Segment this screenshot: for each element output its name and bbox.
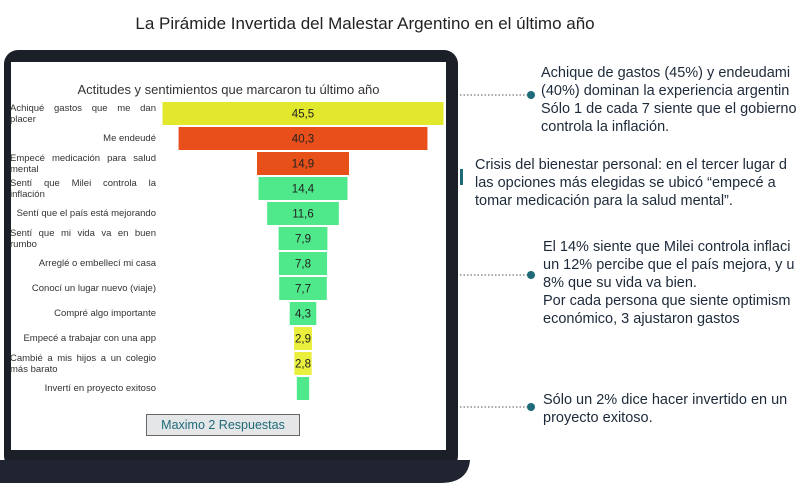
annotation-line: económico, 3 ajustaron gastos: [543, 311, 740, 327]
funnel-bar: [256, 152, 350, 175]
value-label: 45,5: [292, 109, 314, 121]
value-label: 7,8: [295, 259, 311, 271]
note-button: Maximo 2 Respuestas: [146, 414, 300, 436]
category-label: Empecé medicación para salud mental: [10, 152, 156, 175]
value-label: 7,9: [295, 234, 311, 246]
value-label: 2,9: [295, 334, 311, 346]
value-label: 7,7: [295, 284, 311, 296]
laptop-screen: [11, 62, 446, 450]
page-title: La Pirámide Invertida del Malestar Argen…: [135, 14, 595, 33]
value-label: 2,8: [295, 359, 311, 371]
annotation-line: proyecto exitoso.: [543, 410, 653, 426]
category-label: Sentí que mi vida va en buen rumbo: [10, 227, 156, 250]
funnel-bar: [279, 277, 327, 300]
annotation-line: Crisis del bienestar personal: en el ter…: [475, 157, 787, 173]
chart-title: Actitudes y sentimientos que marcaron tu…: [77, 82, 380, 97]
annotation-line: Por cada persona que siente optimism: [543, 293, 791, 309]
category-label: Me endeudé: [103, 133, 156, 144]
annotation-line: un 12% percibe que el país mejora, y u: [543, 257, 795, 273]
annotation-line: (40%) dominan la experiencia argentin: [541, 83, 790, 99]
funnel-bar: [178, 127, 428, 150]
funnel-bar: [294, 352, 312, 375]
annotation-line: 8% que su vida va bien.: [543, 275, 697, 291]
category-label: Cambié a mis hijos a un colegio más bara…: [10, 352, 156, 375]
category-label: Compré algo importante: [54, 308, 156, 319]
funnel-bar: [267, 202, 339, 225]
funnel-bar: [258, 177, 348, 200]
value-label: 14,9: [292, 159, 314, 171]
category-label: Sentí que el país está mejorando: [16, 208, 156, 219]
category-label: Conocí un lugar nuevo (viaje): [31, 283, 156, 294]
funnel-bar: [162, 102, 444, 125]
markers: [460, 91, 535, 411]
connectors: [460, 94, 527, 408]
funnel-bar: [289, 302, 317, 325]
value-label: 40,3: [292, 134, 314, 146]
annotation-line: Sólo un 2% dice hacer invertido en un: [543, 392, 788, 408]
annotation-line: Sólo 1 de cada 7 siente que el gobierno: [541, 101, 797, 117]
funnel-bar: [278, 252, 328, 275]
value-label: 14,4: [292, 184, 315, 196]
category-label: Sentí que Milei controla la inflación: [10, 177, 156, 200]
annotation-line: las opciones más elegidas se ubicó “empe…: [475, 175, 776, 191]
category-label: Achiqué gastos que me dan placer: [10, 102, 156, 125]
funnel-bar: [296, 377, 310, 400]
value-label: 4,3: [295, 309, 311, 321]
annotation-line: controla la inflación.: [541, 119, 670, 135]
annotation-line: Achique de gastos (45%) y endeudami: [541, 65, 791, 81]
annotation-line: El 14% siente que Milei controla inflaci: [543, 239, 791, 255]
funnel-bar: [294, 327, 312, 350]
value-label: 11,6: [292, 209, 314, 221]
funnel-bar: [278, 227, 328, 250]
category-label: Invertí en proyecto exitoso: [44, 383, 156, 394]
annotation-line: tomar medicación para la salud mental”.: [475, 193, 733, 209]
laptop-base: [0, 460, 470, 483]
category-label: Arreglé o embellecí mi casa: [38, 258, 156, 269]
category-label: Empecé a trabajar con una app: [23, 333, 156, 344]
